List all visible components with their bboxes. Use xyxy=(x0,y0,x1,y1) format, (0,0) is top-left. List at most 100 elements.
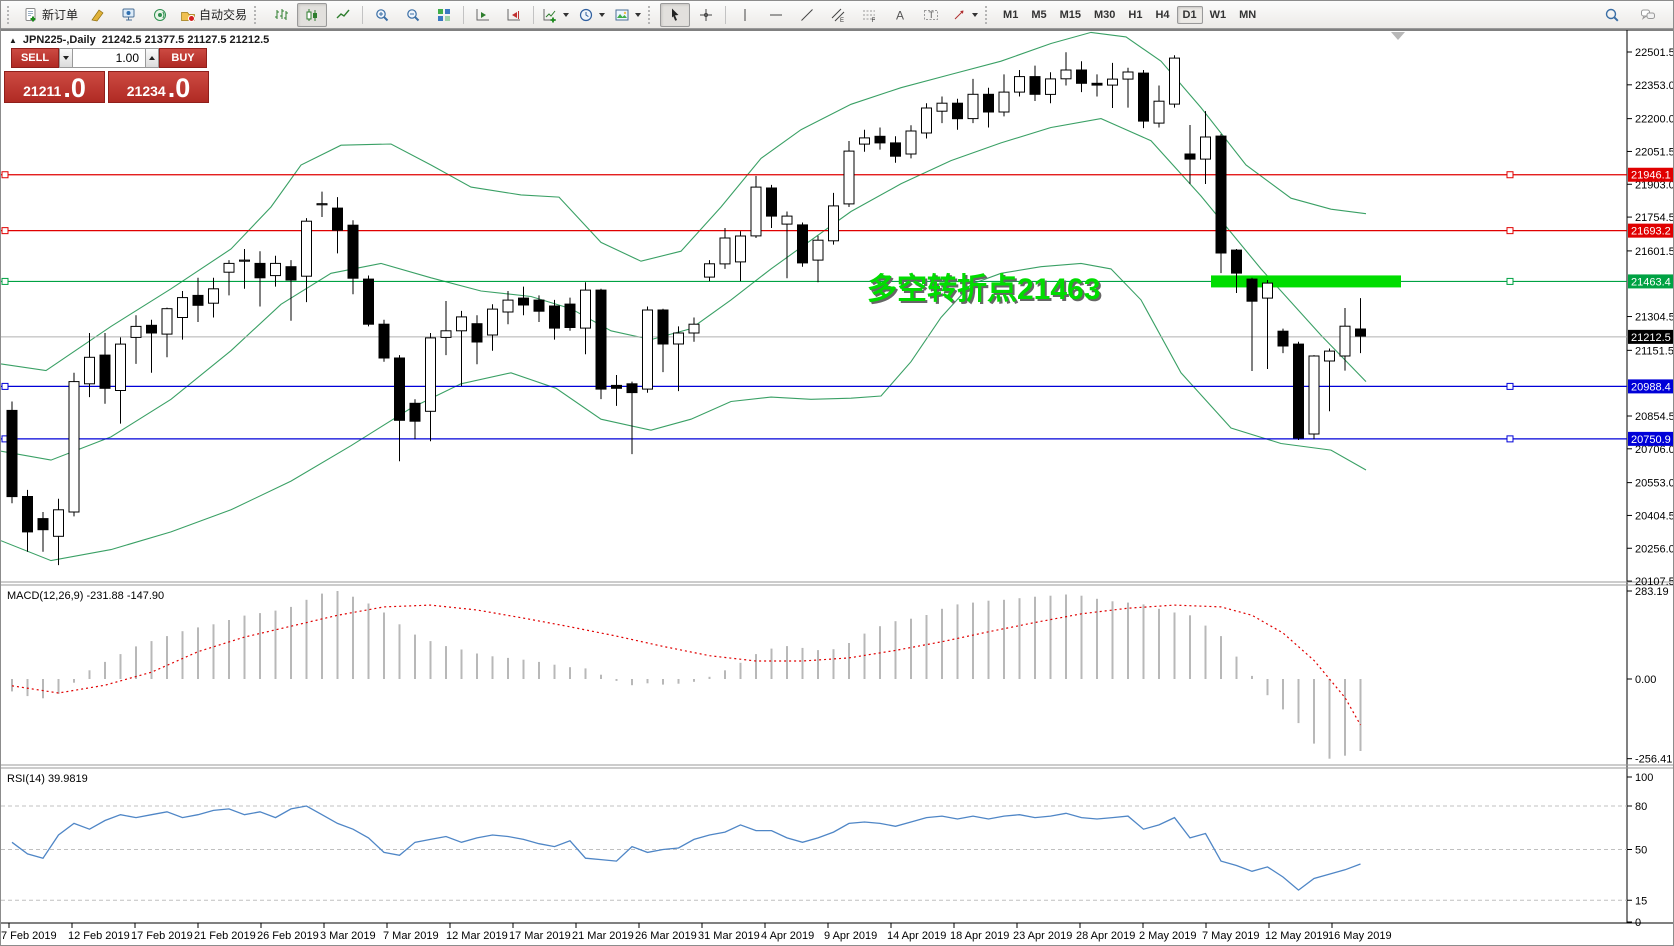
svg-text:22200.0: 22200.0 xyxy=(1635,114,1674,126)
auto-scroll-button[interactable] xyxy=(468,3,498,27)
svg-text:18 Apr 2019: 18 Apr 2019 xyxy=(950,930,1009,942)
toolbar-separator xyxy=(463,5,465,24)
tf-m15-button[interactable]: M15 xyxy=(1059,8,1081,21)
periods-icon xyxy=(579,8,593,21)
cursor-icon xyxy=(672,8,679,21)
chat-button[interactable] xyxy=(1633,3,1663,27)
market-watch-button[interactable] xyxy=(114,3,144,27)
arrows-tool-button[interactable] xyxy=(947,3,982,27)
svg-text:21601.5: 21601.5 xyxy=(1635,246,1674,258)
trendline-tool-icon xyxy=(801,8,813,21)
svg-text:0: 0 xyxy=(1635,917,1641,929)
svg-text:21151.5: 21151.5 xyxy=(1635,345,1674,357)
cursor-button[interactable] xyxy=(660,2,691,27)
tf-h1-button[interactable]: H1 xyxy=(1128,8,1143,21)
bar-chart-button[interactable] xyxy=(266,3,296,27)
crosshair-button[interactable] xyxy=(691,3,721,27)
search-button[interactable] xyxy=(1597,3,1627,27)
styler-icon xyxy=(91,9,104,21)
macd-label: MACD(12,26,9) -231.88 -147.90 xyxy=(7,590,164,602)
svg-text:12 May 2019: 12 May 2019 xyxy=(1265,930,1329,942)
pane-frame xyxy=(1,29,1673,924)
new-chart-icon xyxy=(543,8,557,22)
candlestick-chart-icon xyxy=(306,8,318,21)
styler-button[interactable] xyxy=(83,3,113,27)
new-order-button[interactable]: 新订单 xyxy=(19,3,82,27)
zoom-in-button[interactable] xyxy=(367,3,397,27)
buy-price-button[interactable]: 21234 .0 xyxy=(108,71,209,103)
svg-text:2 May 2019: 2 May 2019 xyxy=(1139,930,1196,942)
highlight-rectangle[interactable] xyxy=(1211,275,1401,288)
vline-tool-button[interactable] xyxy=(730,3,760,27)
candles-layer xyxy=(6,52,1366,566)
bollinger-lower-band xyxy=(1,262,1367,562)
tf-h4-button[interactable]: H4 xyxy=(1155,8,1170,21)
toolbar-separator xyxy=(725,5,727,24)
sell-button[interactable]: SELL xyxy=(11,48,59,68)
svg-text:7 Mar 2019: 7 Mar 2019 xyxy=(383,930,439,942)
tf-m30-button[interactable]: M30 xyxy=(1094,8,1116,21)
text-tool-button[interactable]: A xyxy=(885,3,915,27)
autotrading-label: 自动交易 xyxy=(199,8,248,22)
svg-text:14 Apr 2019: 14 Apr 2019 xyxy=(887,930,946,942)
svg-text:26 Mar 2019: 26 Mar 2019 xyxy=(635,930,697,942)
chart-shift-marker-icon[interactable] xyxy=(1391,32,1405,40)
autotrading-button[interactable]: 自动交易 xyxy=(176,3,251,27)
volume-increase-button[interactable] xyxy=(145,48,159,68)
tf-w1-button[interactable]: W1 xyxy=(1209,8,1227,21)
svg-text:20553.0: 20553.0 xyxy=(1635,478,1674,490)
hline-tool-button[interactable] xyxy=(761,3,791,27)
svg-text:7 Feb 2019: 7 Feb 2019 xyxy=(1,930,57,942)
buy-price-decimal: .0 xyxy=(167,73,191,103)
svg-text:22353.0: 22353.0 xyxy=(1635,80,1674,92)
tf-d1-button[interactable]: D1 xyxy=(1176,5,1203,24)
volume-decrease-button[interactable] xyxy=(59,48,73,68)
collapse-panel-arrow[interactable]: ▲ xyxy=(9,35,17,45)
svg-text:22051.5: 22051.5 xyxy=(1635,146,1674,158)
svg-text:12 Mar 2019: 12 Mar 2019 xyxy=(446,930,508,942)
label-tool-button[interactable]: T xyxy=(916,3,946,27)
rsi-label: RSI(14) 39.9819 xyxy=(7,773,88,785)
bar-chart-icon xyxy=(275,8,289,20)
tf-m1-button[interactable]: M1 xyxy=(1003,8,1019,21)
market-watch-icon xyxy=(122,8,135,20)
periods-button[interactable] xyxy=(574,3,609,27)
line-chart-button[interactable] xyxy=(328,3,358,27)
macd-pane: 283.19 0.00 -256.41 MACD(12,26,9) -231.88 -… xyxy=(7,586,1672,766)
svg-text:4 Apr 2019: 4 Apr 2019 xyxy=(761,930,814,942)
volume-input[interactable] xyxy=(73,48,145,68)
date-axis: 7 Feb 2019 12 Feb 2019 17 Feb 2019 21 Feb 2… xyxy=(1,923,1392,942)
tf-m5-button[interactable]: M5 xyxy=(1031,8,1047,21)
autotrading-icon xyxy=(181,11,196,22)
svg-text:3 Mar 2019: 3 Mar 2019 xyxy=(320,930,376,942)
svg-text:20256.0: 20256.0 xyxy=(1635,543,1674,555)
chart-shift-button[interactable] xyxy=(499,3,529,27)
buy-button[interactable]: BUY xyxy=(159,48,207,68)
svg-text:20750.9: 20750.9 xyxy=(1631,434,1671,446)
one-click-trading-panel: SELL BUY 21211 .0 21234 .0 xyxy=(4,48,216,103)
news-button[interactable] xyxy=(145,3,175,27)
zoom-out-button[interactable] xyxy=(398,3,428,27)
tile-windows-button[interactable] xyxy=(429,3,459,27)
fibonacci-tool-button[interactable]: F xyxy=(854,3,884,27)
tf-mn-button[interactable]: MN xyxy=(1239,8,1257,21)
channel-tool-button[interactable]: E xyxy=(823,3,853,27)
chart-title: ▲ JPN225-,Daily 21242.5 21377.5 21127.5 … xyxy=(9,34,269,46)
horizontal-lines[interactable]: 21946.1 21693.2 21463.4 20988.4 20750.9 xyxy=(1,167,1674,446)
candlestick-chart-button[interactable] xyxy=(297,2,328,27)
svg-text:28 Apr 2019: 28 Apr 2019 xyxy=(1076,930,1135,942)
trendline-tool-button[interactable] xyxy=(792,3,822,27)
triangle-down-icon xyxy=(63,56,69,60)
toolbar-grip xyxy=(254,5,261,24)
svg-text:0.00: 0.00 xyxy=(1635,674,1656,686)
svg-text:20404.5: 20404.5 xyxy=(1635,510,1674,522)
new-chart-button[interactable] xyxy=(538,3,573,27)
sell-price-button[interactable]: 21211 .0 xyxy=(4,71,105,103)
svg-text:15: 15 xyxy=(1635,895,1647,907)
toolbar-separator xyxy=(362,5,364,24)
templates-button[interactable] xyxy=(610,3,645,27)
svg-text:23 Apr 2019: 23 Apr 2019 xyxy=(1013,930,1072,942)
